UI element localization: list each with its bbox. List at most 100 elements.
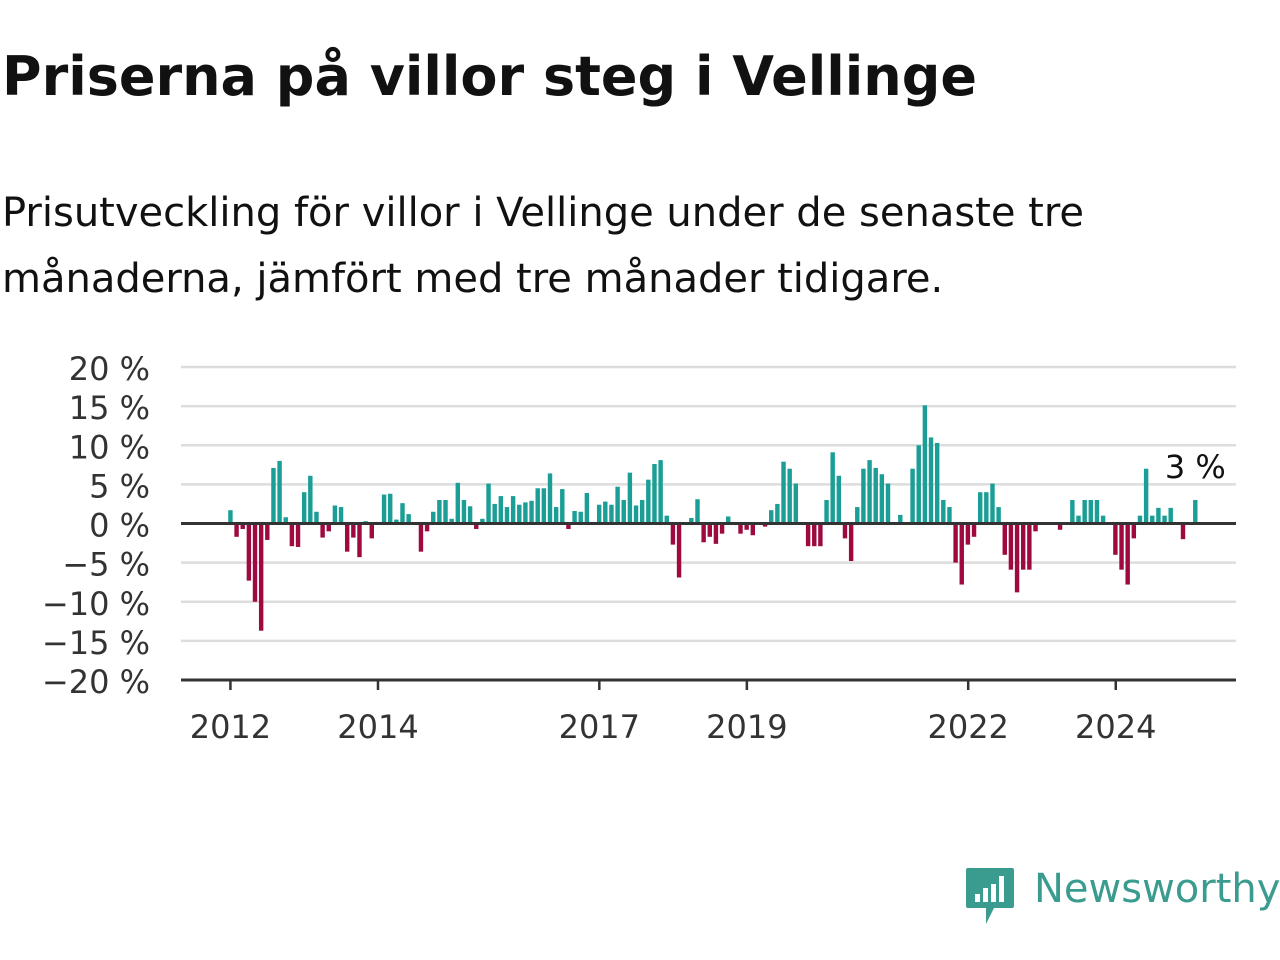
bar [879,474,885,524]
y-tick-label: 15 % [69,389,150,427]
bar [252,523,258,602]
bar [947,507,952,524]
bar [1008,523,1014,570]
bar [1027,523,1032,570]
x-tick-label: 2017 [559,708,640,746]
bar [388,493,393,524]
y-tick-label: −5 % [62,546,150,584]
newsworthy-logo[interactable]: Newsworthy [964,864,1280,930]
bar [461,500,467,524]
bar [762,523,768,527]
bar [867,460,872,524]
bar [701,523,706,543]
bar [775,503,780,524]
bar [781,461,786,524]
bar [529,500,534,524]
bar [1180,523,1186,540]
bar [1002,523,1007,555]
bar [449,518,454,524]
bar [615,486,620,524]
bar [1020,523,1026,570]
bar [984,492,989,524]
bar [277,460,282,524]
bar [517,504,522,524]
bar [910,468,915,524]
y-tick-label: 0 % [89,507,150,545]
bar [301,492,307,524]
bar [793,483,799,524]
bar [1119,523,1124,570]
bar [523,502,528,524]
bar [566,523,571,529]
bar [885,483,891,524]
bar [670,523,676,545]
bar [246,523,252,581]
bar [443,500,448,524]
bar-series [228,405,1198,631]
bar [842,523,848,539]
bar [1193,500,1198,524]
bar [1057,523,1063,530]
bar [492,503,497,524]
bar [308,475,313,524]
bar [406,514,411,524]
y-tick-label: −20 % [42,663,150,701]
bar [240,523,245,529]
y-tick-label: −15 % [42,624,150,662]
bar [689,518,694,524]
bar [351,523,356,538]
x-tick-label: 2022 [927,708,1008,746]
bar [996,507,1001,524]
bar [572,510,577,524]
y-tick-label: 10 % [69,428,150,466]
bar [971,523,977,537]
bar [726,516,731,524]
bar [431,511,436,524]
x-axis-tick-labels: 2012 2014 2017 2019 2022 2024 [190,680,1156,746]
bar [332,505,338,524]
bar [584,492,590,524]
bar [824,500,829,524]
bar [338,507,344,524]
bar [861,468,866,524]
bar [707,523,712,537]
bar [480,518,485,524]
brand-name: Newsworthy [1034,866,1280,912]
x-tick-label: 2014 [337,708,418,746]
bar [959,523,964,585]
annotation-label: 3 % [1165,448,1226,486]
bar [271,467,276,524]
y-tick-label: 20 % [69,350,150,388]
bar [787,468,792,524]
bar [455,482,461,524]
bar [916,445,921,524]
bar [609,504,614,524]
bar [1125,523,1130,585]
bar [1113,523,1118,555]
bar [510,496,516,524]
bar [652,464,657,524]
bar [750,523,756,536]
bar [289,523,295,547]
bar [676,523,682,578]
bar [639,500,645,524]
bar [1014,523,1020,593]
bar [1033,523,1038,532]
bar [437,500,442,524]
x-tick-label: 2019 [706,708,787,746]
bar [941,500,946,524]
bar [1070,500,1075,524]
bar [1150,515,1155,524]
bar [314,511,319,524]
bar [848,523,854,562]
bar [369,523,374,539]
bar [990,483,995,524]
bar [344,523,350,552]
bar [719,523,725,534]
bar [646,479,651,524]
bar [596,504,602,524]
bar [357,523,362,558]
price-change-chart: 20 %15 %10 %5 %0 %−5 %−10 %−15 %−20 % 20… [42,350,1236,746]
bar [1168,507,1173,524]
bar [664,515,669,524]
